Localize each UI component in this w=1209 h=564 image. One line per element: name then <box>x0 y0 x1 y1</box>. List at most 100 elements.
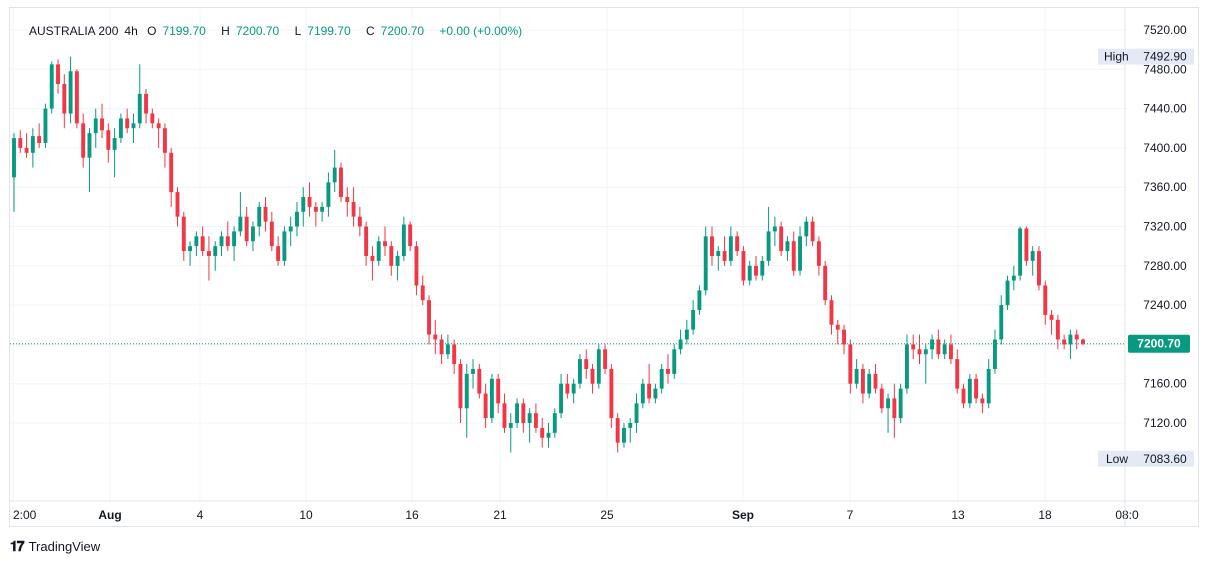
candle-body <box>162 128 167 153</box>
y-tick-label: 7520.00 <box>1143 23 1187 37</box>
candle-body <box>1068 334 1073 345</box>
x-tick-label: 25 <box>600 508 614 522</box>
candle <box>917 334 922 365</box>
candle <box>383 226 387 256</box>
candle <box>867 368 872 399</box>
candle <box>521 398 526 433</box>
candle-body <box>477 368 482 394</box>
chart-frame[interactable]: 7520.00 7480.00 7440.00 7400.00 7360.00 7320.… <box>9 7 1199 527</box>
candle-body <box>942 344 947 355</box>
candle-body <box>68 71 73 114</box>
candle <box>735 231 740 256</box>
candle <box>886 393 891 433</box>
candle <box>106 123 111 163</box>
candle-body <box>1005 280 1010 306</box>
candle <box>206 236 211 281</box>
candle <box>860 364 865 404</box>
candle-body <box>615 418 620 443</box>
candle-body <box>735 236 740 252</box>
candle <box>144 88 149 124</box>
candle-body <box>219 236 224 247</box>
candle-body <box>640 383 645 404</box>
candle <box>634 393 639 433</box>
candle <box>408 221 413 252</box>
candle-body <box>244 216 249 242</box>
candle-body <box>728 236 733 261</box>
candle-body <box>848 344 853 384</box>
candle <box>100 103 104 139</box>
candle-body <box>81 123 86 158</box>
candle-body <box>571 383 576 394</box>
x-tick-label: 2:00 <box>13 508 37 522</box>
candle-body <box>785 241 790 252</box>
candle <box>74 69 79 129</box>
candle-body <box>30 136 35 153</box>
candle <box>219 231 224 256</box>
candle <box>483 383 488 428</box>
candle <box>452 339 457 374</box>
candle-body <box>175 192 180 217</box>
candle <box>684 319 689 345</box>
candle <box>785 236 790 261</box>
y-tick-label: 7440.00 <box>1143 102 1187 116</box>
candle <box>1030 246 1035 276</box>
candle-body <box>508 423 513 428</box>
candle-body <box>980 398 985 404</box>
candle <box>779 221 784 256</box>
x-tick-label: 13 <box>951 508 965 522</box>
tradingview-branding[interactable]: 𝟏𝟕 TradingView <box>10 538 100 555</box>
candle-body <box>326 182 331 207</box>
candle <box>175 187 180 227</box>
candle <box>188 241 193 266</box>
candle <box>471 359 475 389</box>
candle-body <box>131 123 136 129</box>
candle-body <box>295 211 299 227</box>
candle <box>194 231 199 256</box>
candle-body <box>427 300 431 335</box>
y-tick-label: 7360.00 <box>1143 180 1187 194</box>
candle-body <box>678 339 683 350</box>
candle-body <box>458 364 463 409</box>
candle-body <box>118 118 123 139</box>
candle-body <box>1055 319 1060 340</box>
candle-body <box>383 241 387 247</box>
candle-body <box>993 339 997 369</box>
candle <box>596 344 601 389</box>
candle-body <box>772 226 777 232</box>
candle-body <box>62 84 67 114</box>
candle <box>791 231 796 276</box>
candle-body <box>716 251 721 256</box>
candle <box>345 187 350 217</box>
candle-body <box>420 285 425 301</box>
candle <box>892 383 897 438</box>
candle-body <box>232 231 237 247</box>
candle <box>609 364 614 428</box>
candle <box>540 418 545 448</box>
candle <box>339 162 343 202</box>
candle-body <box>779 226 784 252</box>
candle <box>835 319 840 345</box>
candle-body <box>961 388 966 404</box>
candle-body <box>395 255 400 266</box>
candlestick-chart[interactable]: 7520.00 7480.00 7440.00 7400.00 7360.00 7320.… <box>10 8 1198 526</box>
high-marker-value: 7492.90 <box>1143 50 1187 64</box>
candle-body <box>930 339 935 350</box>
candle-body <box>18 138 23 148</box>
candle-body <box>401 224 406 256</box>
candle <box>622 423 626 448</box>
candle <box>43 103 48 148</box>
candle <box>565 373 570 399</box>
candle <box>703 226 708 296</box>
high-marker-label: High <box>1104 50 1129 64</box>
interval-label: 4h <box>124 24 138 38</box>
candles-group <box>12 56 1085 453</box>
candle-body <box>867 373 872 394</box>
candle <box>112 128 117 178</box>
candle <box>533 403 538 433</box>
candle <box>798 226 802 276</box>
candle <box>515 398 520 428</box>
candle <box>653 383 658 404</box>
candle-body <box>100 118 104 131</box>
candle <box>420 275 425 306</box>
candle-body <box>609 368 614 419</box>
